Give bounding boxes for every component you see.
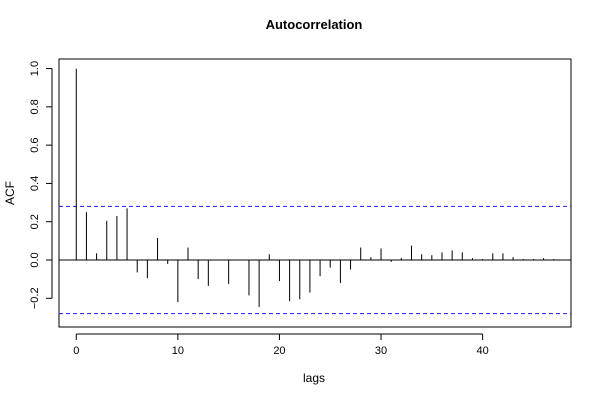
plot-frame [58,58,572,328]
y-axis: −0.2 0.0 0.2 0.4 0.6 0.8 1.0 [29,61,53,309]
y-tick-label-6: 1.0 [29,61,41,76]
y-tick-label-2: 0.2 [29,214,41,229]
chart-title: Autocorrelation [266,17,363,32]
acf-bars [75,68,555,307]
y-tick-label-1: 0.0 [29,252,41,267]
confidence-bounds [59,205,571,315]
y-tick-label-3: 0.4 [29,176,41,191]
x-tick-label-10: 10 [172,345,184,357]
x-tick-label-30: 30 [375,345,387,357]
x-tick-label-0: 0 [73,345,79,357]
x-tick-label-20: 20 [273,345,285,357]
x-tick-label-40: 40 [476,345,488,357]
y-tick-label-4: 0.6 [29,137,41,152]
x-axis: 0 10 20 30 40 [73,333,489,357]
y-axis-label: ACF [3,181,17,205]
x-axis-label: lags [303,371,325,385]
y-tick-label-5: 0.8 [29,99,41,114]
y-tick-label-0: −0.2 [29,287,41,309]
